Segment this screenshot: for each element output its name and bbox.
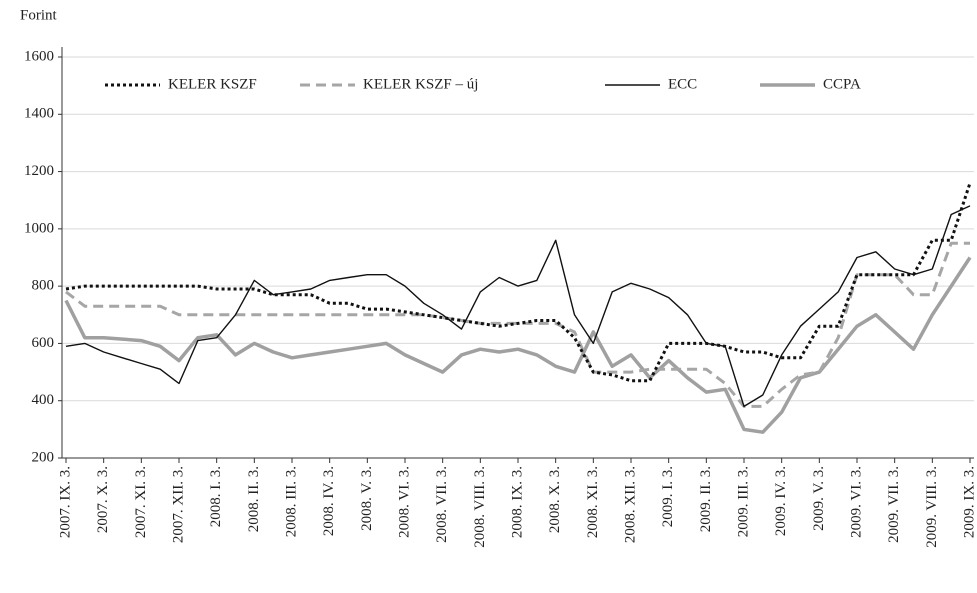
x-tick-label: 2008. VIII. 3. xyxy=(472,466,488,548)
legend-label: KELER KSZF – új xyxy=(363,76,478,92)
y-tick-label: 400 xyxy=(32,392,55,408)
x-tick-label: 2008. XII. 3. xyxy=(622,466,638,543)
x-tick-label: 2009. IV. 3. xyxy=(773,466,789,536)
y-tick-label: 1200 xyxy=(24,163,54,179)
x-tick-label: 2008. IV. 3. xyxy=(321,466,337,536)
x-tick-label: 2009. IX. 3. xyxy=(961,466,977,538)
x-tick-label: 2007. XI. 3. xyxy=(133,466,149,538)
x-tick-label: 2009. VII. 3. xyxy=(886,466,902,543)
x-tick-label: 2008. X. 3. xyxy=(547,466,563,533)
series-line xyxy=(65,205,971,408)
x-tick-label: 2009. II. 3. xyxy=(698,466,714,532)
x-tick-label: 2008. II. 3. xyxy=(246,466,262,532)
y-tick-label: 1600 xyxy=(24,48,54,64)
y-tick-label: 1400 xyxy=(24,106,54,122)
x-tick-label: 2009. VI. 3. xyxy=(848,466,864,538)
legend-label: ECC xyxy=(668,76,697,92)
x-tick-label: 2008. VII. 3. xyxy=(434,466,450,543)
x-tick-label: 2009. I. 3. xyxy=(660,466,676,527)
series-line xyxy=(64,256,972,434)
series-line xyxy=(65,182,972,383)
x-tick-label: 2007. X. 3. xyxy=(95,466,111,533)
x-tick-label: 2009. VIII. 3. xyxy=(924,466,940,548)
x-tick-label: 2008. V. 3. xyxy=(359,466,375,531)
y-tick-label: 800 xyxy=(32,278,55,294)
x-tick-label: 2009. V. 3. xyxy=(811,466,827,531)
y-tick-label: 600 xyxy=(32,335,55,351)
legend-label: CCPA xyxy=(823,76,861,92)
x-tick-label: 2008. IX. 3. xyxy=(509,466,525,538)
y-tick-label: 1000 xyxy=(24,220,54,236)
x-tick-label: 2007. XII. 3. xyxy=(170,466,186,543)
legend-label: KELER KSZF xyxy=(168,76,257,92)
x-tick-label: 2008. XI. 3. xyxy=(585,466,601,538)
y-axis-label: Forint xyxy=(20,7,58,23)
x-tick-label: 2008. III. 3. xyxy=(283,466,299,537)
y-tick-label: 200 xyxy=(32,449,55,465)
x-tick-label: 2009. III. 3. xyxy=(735,466,751,537)
x-tick-label: 2008. VI. 3. xyxy=(396,466,412,538)
x-tick-label: 2008. I. 3. xyxy=(208,466,224,527)
x-tick-label: 2007. IX. 3. xyxy=(57,466,73,538)
